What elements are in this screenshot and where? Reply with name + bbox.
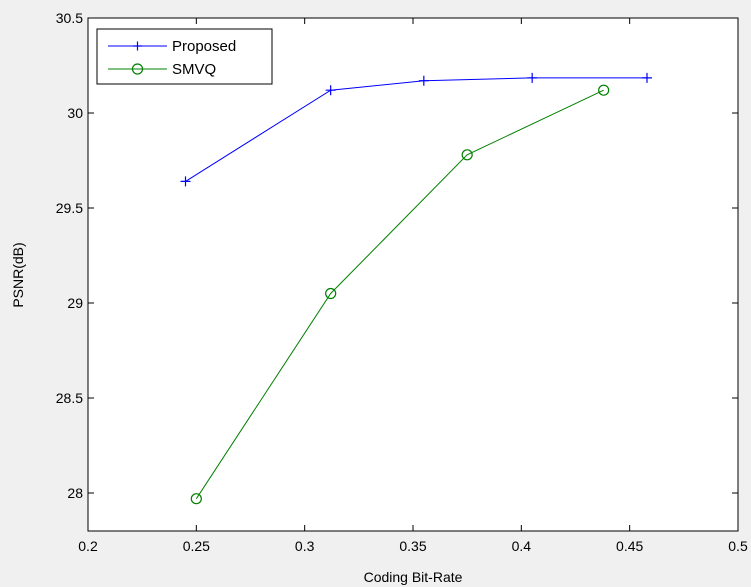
x-axis-ticks: 0.2 0.25 0.3 0.35 0.4 0.45 0.5 xyxy=(78,18,748,554)
data-point-smvq xyxy=(190,493,202,505)
y-tick-label: 28 xyxy=(67,485,83,501)
series-layer xyxy=(180,72,652,505)
y-tick-label: 29.5 xyxy=(56,200,83,216)
data-point-smvq xyxy=(598,84,610,96)
y-axis-label: PSNR(dB) xyxy=(10,242,26,307)
x-tick-label: 0.2 xyxy=(78,538,98,554)
legend: Proposed SMVQ xyxy=(96,28,273,85)
data-point-smvq xyxy=(461,149,473,161)
data-point-proposed xyxy=(418,75,429,86)
y-tick-label: 28.5 xyxy=(56,390,83,406)
y-tick-label: 30.5 xyxy=(56,10,83,26)
x-tick-label: 0.3 xyxy=(295,538,315,554)
series-line-smvq xyxy=(195,89,604,499)
legend-marker-smvq xyxy=(131,63,144,75)
data-point-smvq xyxy=(325,287,337,300)
y-tick-label: 29 xyxy=(67,295,83,311)
data-point-proposed xyxy=(180,176,191,187)
y-axis-ticks: 28 28.5 29 29.5 30 30.5 xyxy=(56,10,738,501)
data-point-proposed xyxy=(325,85,336,96)
plot-area xyxy=(87,17,739,532)
y-tick-label: 30 xyxy=(67,105,83,121)
x-tick-label: 0.4 xyxy=(512,538,532,554)
legend-label-proposed: Proposed xyxy=(172,38,236,55)
x-tick-label: 0.45 xyxy=(616,538,643,554)
x-axis-label: Coding Bit-Rate xyxy=(364,569,463,585)
x-tick-label: 0.25 xyxy=(183,538,210,554)
data-point-proposed xyxy=(527,72,538,83)
legend-box xyxy=(96,28,273,85)
data-point-proposed xyxy=(642,72,652,83)
legend-label-smvq: SMVQ xyxy=(172,61,216,78)
x-tick-label: 0.35 xyxy=(399,538,426,554)
x-tick-label: 0.5 xyxy=(728,538,748,554)
legend-marker-proposed xyxy=(133,41,142,51)
